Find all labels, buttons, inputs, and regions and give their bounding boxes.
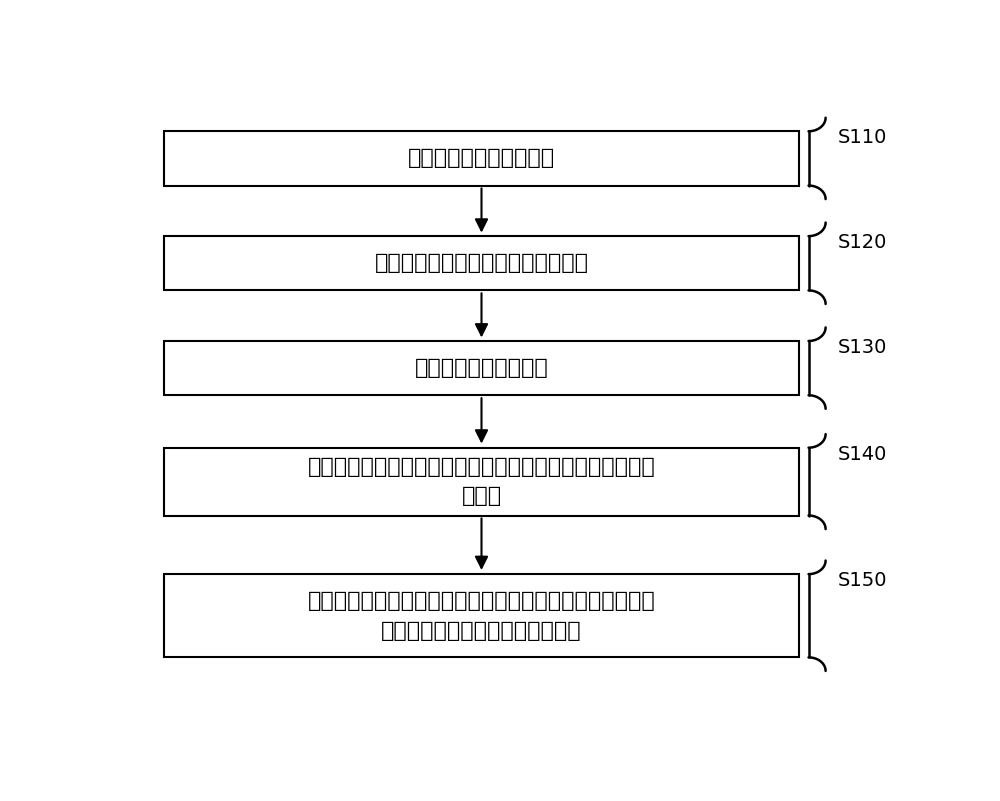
Text: 将位置信息与第一辅助定位模型进行匹配，得到第二辅助定
位模型: 将位置信息与第一辅助定位模型进行匹配，得到第二辅助定 位模型 — [308, 457, 655, 506]
Text: 向终端设备发送第二辅助定位模型，以用于终端设备根据第
二辅助定位模型进行定位误差修正: 向终端设备发送第二辅助定位模型，以用于终端设备根据第 二辅助定位模型进行定位误差… — [308, 591, 655, 641]
Bar — [164, 131, 799, 186]
Text: S150: S150 — [838, 571, 888, 590]
Bar — [164, 574, 799, 658]
Bar — [164, 448, 799, 516]
Text: 根据观测数据生成第一辅助定位模型: 根据观测数据生成第一辅助定位模型 — [374, 253, 588, 273]
Text: S110: S110 — [838, 128, 887, 147]
Text: S120: S120 — [838, 233, 887, 252]
Text: 获取参考点的位置信息: 获取参考点的位置信息 — [415, 358, 548, 378]
Bar — [164, 341, 799, 395]
Bar — [164, 236, 799, 291]
Text: S140: S140 — [838, 445, 887, 464]
Text: S130: S130 — [838, 338, 887, 357]
Text: 获取基准站网的观测数据: 获取基准站网的观测数据 — [408, 148, 555, 168]
